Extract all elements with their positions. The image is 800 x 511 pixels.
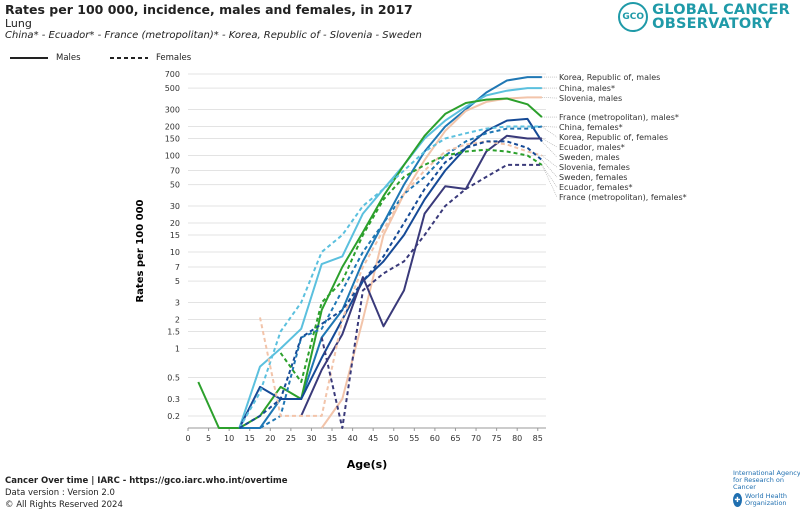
y-tick-label: 0.2 [167, 412, 180, 421]
population-list: China* - Ecuador* - France (metropolitan… [5, 30, 422, 41]
x-tick-label: 0 [185, 434, 190, 443]
y-tick-label: 20 [170, 219, 180, 228]
series-end-label: Korea, Republic of, females [559, 133, 668, 142]
y-tick-label: 700 [165, 70, 180, 79]
series-end-label: Sweden, males [559, 153, 620, 162]
legend-females: Females [110, 53, 191, 63]
x-tick-label: 60 [430, 434, 440, 443]
line-chart: 0.20.30.511.5235710152030507010015020030… [135, 70, 687, 470]
x-tick-label: 5 [206, 434, 211, 443]
y-tick-label: 50 [170, 181, 180, 190]
who-emblem-icon: ✚ [733, 493, 742, 507]
series-end-label: Sweden, females [559, 173, 627, 182]
series-end-label: China, males* [559, 84, 615, 93]
y-tick-label: 3 [175, 298, 180, 307]
x-tick-label: 75 [492, 434, 502, 443]
y-tick-label: 0.5 [167, 374, 180, 383]
legend-males-label: Males [56, 53, 81, 63]
footer-version: Data version : Version 2.0 [5, 488, 115, 498]
footer-copyright: © All Rights Reserved 2024 [5, 500, 123, 510]
y-tick-label: 300 [165, 106, 180, 115]
y-tick-label: 5 [175, 277, 180, 286]
series-line [238, 117, 543, 429]
label-leader [541, 97, 558, 99]
series-end-label: France (metropolitan), females* [559, 193, 687, 202]
y-tick-label: 1 [175, 345, 180, 354]
y-tick-label: 1.5 [167, 328, 180, 337]
x-tick-label: 30 [306, 434, 316, 443]
x-tick-label: 55 [409, 434, 419, 443]
series-end-label: Korea, Republic of, males [559, 73, 660, 82]
series-end-label: Ecuador, females* [559, 183, 633, 192]
y-tick-label: 70 [170, 166, 180, 175]
logo-line-2: OBSERVATORY [652, 16, 773, 32]
x-tick-label: 70 [471, 434, 481, 443]
series-end-label: China, females* [559, 123, 623, 132]
y-axis-label: Rates per 100 000 [135, 199, 146, 302]
x-tick-label: 20 [265, 434, 275, 443]
series-end-label: France (metropolitan), males* [559, 113, 679, 122]
y-tick-label: 100 [165, 152, 180, 161]
x-tick-label: 35 [327, 434, 337, 443]
solid-line-icon [10, 57, 48, 59]
label-leader [541, 164, 558, 198]
x-tick-label: 40 [348, 434, 358, 443]
series-end-label: Slovenia, females [559, 163, 630, 172]
legend-females-label: Females [156, 53, 192, 63]
x-tick-label: 50 [389, 434, 399, 443]
series-end-label: Ecuador, males* [559, 143, 625, 152]
series-line [320, 163, 542, 429]
series-line [320, 96, 542, 429]
gco-logo: GCO GLOBAL CANCER OBSERVATORY [618, 2, 790, 32]
y-tick-label: 150 [165, 135, 180, 144]
y-tick-label: 10 [170, 248, 180, 257]
series-line [259, 140, 543, 417]
label-leader [541, 141, 558, 158]
series-line [238, 140, 543, 429]
chart-subtitle: Lung [5, 17, 32, 30]
who-logo: ✚ World Health Organization [733, 492, 788, 507]
x-tick-label: 80 [512, 434, 522, 443]
x-axis-label: Age(s) [347, 458, 387, 470]
x-tick-label: 10 [224, 434, 234, 443]
series-line [239, 125, 543, 429]
label-leader [541, 155, 558, 168]
series-line [197, 97, 543, 429]
y-tick-label: 200 [165, 122, 180, 131]
iarc-logo: International Agency for Research on Can… [733, 469, 800, 491]
series-line [279, 148, 543, 383]
x-tick-label: 65 [450, 434, 460, 443]
label-leader [541, 126, 558, 138]
y-tick-label: 0.3 [167, 395, 180, 404]
label-leader [541, 126, 558, 128]
series-line [238, 87, 542, 429]
x-tick-label: 45 [368, 434, 378, 443]
dashed-line-icon [110, 57, 148, 59]
series-end-label: Slovenia, males [559, 94, 622, 103]
y-tick-label: 15 [170, 231, 180, 240]
globe-icon: GCO [618, 2, 649, 32]
y-tick-label: 7 [175, 263, 180, 272]
x-tick-label: 15 [245, 434, 255, 443]
y-tick-label: 30 [170, 202, 180, 211]
chart-title: Rates per 100 000, incidence, males and … [5, 2, 413, 17]
y-tick-label: 2 [175, 315, 180, 324]
x-tick-label: 25 [286, 434, 296, 443]
logo-line-1: GLOBAL CANCER [652, 2, 790, 18]
legend-males: Males [10, 53, 81, 63]
y-tick-label: 500 [165, 84, 180, 93]
label-leader [541, 164, 558, 188]
footer-source: Cancer Over time | IARC - https://gco.ia… [5, 476, 288, 486]
label-leader [541, 138, 558, 148]
series-line [300, 134, 542, 417]
x-tick-label: 85 [533, 434, 543, 443]
